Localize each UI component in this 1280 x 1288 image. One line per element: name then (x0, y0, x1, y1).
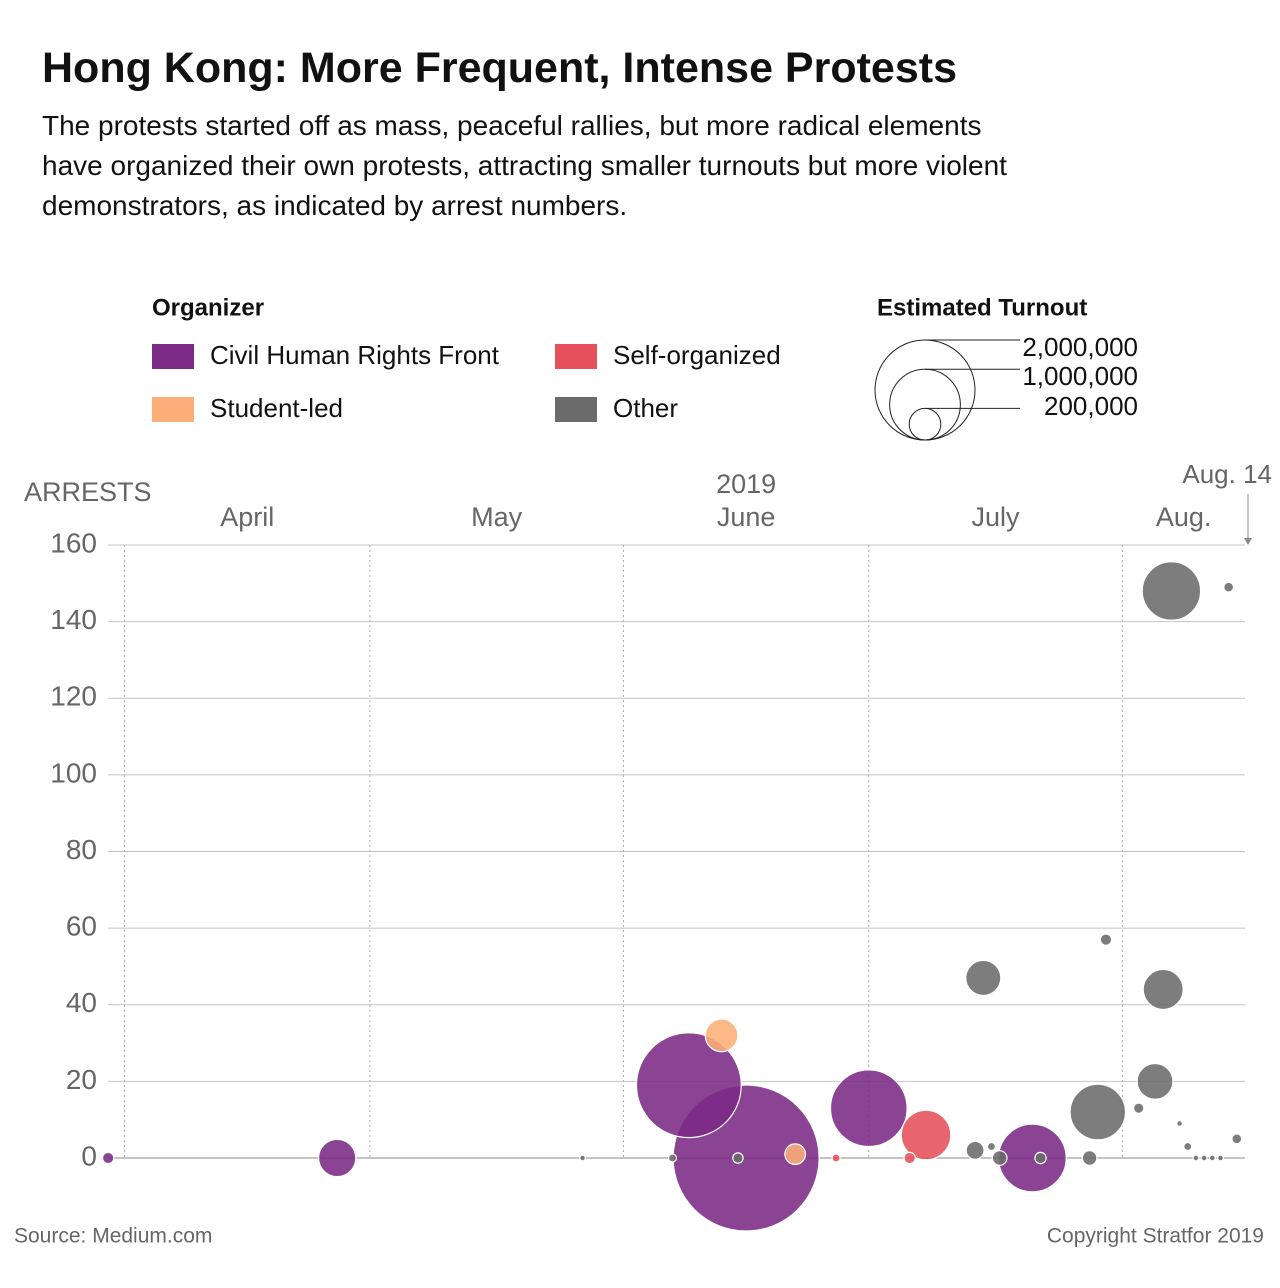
chart-title: Hong Kong: More Frequent, Intense Protes… (42, 44, 957, 92)
legend-label: Other (613, 393, 678, 423)
y-tick-label: 60 (66, 911, 97, 942)
x-tick-label: July (972, 502, 1021, 532)
y-tick-label: 0 (81, 1140, 97, 1171)
bubble (101, 1151, 115, 1165)
y-tick-label: 120 (50, 681, 97, 712)
bubble (1208, 1154, 1216, 1162)
legend-swatch (152, 344, 194, 369)
size-legend-circle (874, 339, 976, 441)
y-axis-label: ARRESTS (24, 477, 152, 507)
size-legend-label: 2,000,000 (1022, 332, 1138, 362)
size-legend-title: Estimated Turnout (877, 294, 1087, 321)
bubble (1132, 1102, 1145, 1114)
bubble (965, 959, 1002, 997)
bubble (1099, 933, 1113, 946)
x-tick-label: April (220, 502, 274, 532)
bubble (903, 1151, 916, 1165)
bubble (579, 1154, 586, 1162)
bubble (1142, 968, 1184, 1011)
bubble (900, 1109, 952, 1161)
bubble (1034, 1151, 1047, 1165)
bubble (732, 1152, 744, 1164)
x-tick-label: June (717, 502, 776, 532)
y-tick-label: 140 (50, 604, 97, 635)
y-tick-label: 100 (50, 757, 97, 788)
bubble (704, 1018, 739, 1053)
bubble (831, 1153, 841, 1163)
copyright: Copyright Stratfor 2019 (1047, 1225, 1264, 1248)
legend-label: Student-led (210, 393, 343, 423)
bubble (1217, 1154, 1224, 1162)
legend-title: Organizer (152, 294, 264, 321)
x-tick-label: Aug. (1156, 502, 1212, 532)
legend-swatch (152, 397, 194, 422)
bubble (1176, 1120, 1183, 1127)
annotation: Aug. 14 (1182, 459, 1272, 489)
bubble (1141, 561, 1202, 621)
bubble (1223, 581, 1235, 593)
size-legend-label: 1,000,000 (1022, 361, 1138, 391)
bubble (1183, 1141, 1193, 1152)
bubble (1231, 1133, 1243, 1145)
y-tick-label: 80 (66, 834, 97, 865)
y-tick-label: 160 (50, 527, 97, 558)
year-label: 2019 (716, 469, 776, 499)
bubble (1192, 1154, 1200, 1162)
bubble (997, 1123, 1067, 1193)
legend-swatch (555, 397, 597, 422)
x-tick-label: May (471, 502, 523, 532)
bubble (317, 1138, 357, 1178)
y-tick-label: 20 (66, 1064, 97, 1095)
bubble (1069, 1083, 1127, 1141)
bubble (829, 1069, 908, 1148)
bubble (1200, 1154, 1208, 1162)
size-legend-circle (889, 368, 961, 441)
source: Source: Medium.com (14, 1225, 212, 1248)
bubble (667, 1153, 678, 1163)
size-legend-label: 200,000 (1044, 391, 1138, 421)
legend-label: Civil Human Rights Front (210, 340, 500, 370)
bubble (635, 1032, 742, 1139)
bubble (986, 1141, 997, 1152)
annotation-arrowhead (1244, 538, 1252, 545)
legend-swatch (555, 344, 597, 369)
legend-label: Self-organized (613, 340, 781, 370)
bubble (991, 1150, 1008, 1166)
size-legend-circle (908, 407, 942, 441)
y-tick-label: 40 (66, 987, 97, 1018)
bubble (784, 1143, 807, 1166)
chart-subtitle: The protests started off as mass, peacef… (42, 110, 1007, 221)
bubble (965, 1140, 985, 1160)
bubble (1081, 1150, 1098, 1166)
bubble (1136, 1062, 1174, 1100)
